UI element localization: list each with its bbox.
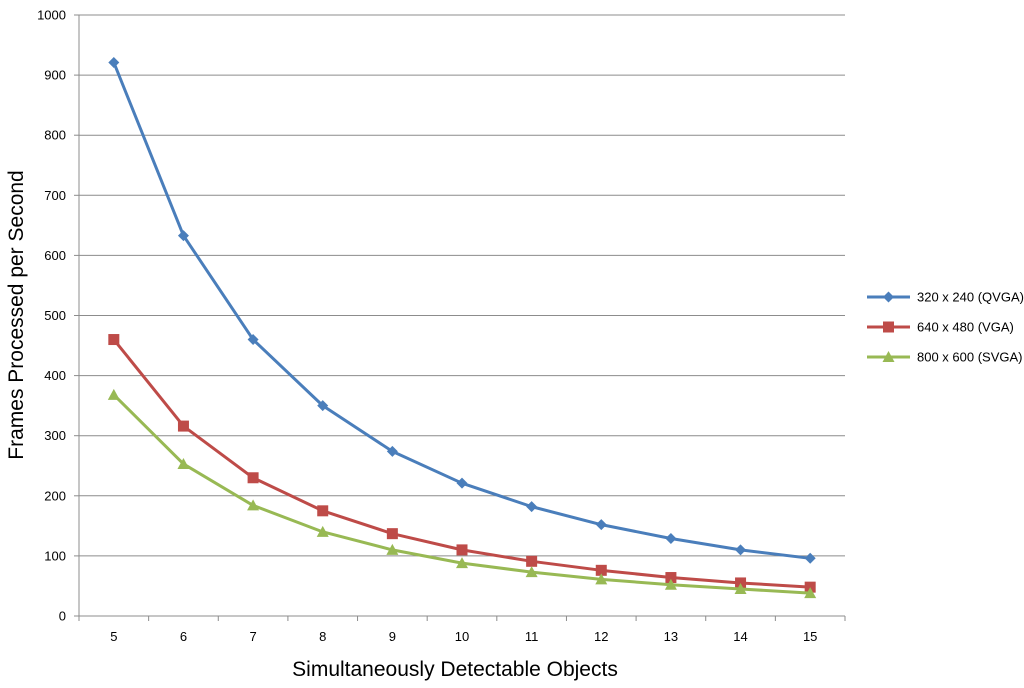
y-tick-label: 600 bbox=[44, 248, 66, 263]
data-point bbox=[456, 544, 468, 556]
x-tick-label: 13 bbox=[664, 629, 678, 644]
axes bbox=[74, 14, 846, 621]
data-point bbox=[665, 572, 677, 584]
gridlines bbox=[79, 14, 845, 557]
data-point bbox=[108, 334, 120, 346]
data-point bbox=[595, 564, 607, 576]
legend-marker bbox=[883, 321, 894, 333]
data-point bbox=[247, 472, 259, 484]
y-tick-label: 400 bbox=[44, 368, 66, 383]
x-tick-label: 9 bbox=[389, 629, 396, 644]
legend: 320 x 240 (QVGA) 640 x 480 (VGA) 800 x 600… bbox=[867, 290, 1024, 365]
data-point bbox=[735, 544, 747, 556]
data-point bbox=[525, 566, 538, 578]
y-tick-label: 900 bbox=[44, 68, 66, 83]
data-point bbox=[734, 582, 747, 594]
data-point bbox=[664, 578, 677, 590]
data-point bbox=[386, 528, 398, 540]
x-axis-title: Simultaneously Detectable Objects bbox=[292, 658, 618, 681]
y-axis-title: Frames Processed per Second bbox=[5, 170, 28, 459]
data-point bbox=[247, 334, 259, 346]
data-point bbox=[386, 543, 399, 555]
data-point bbox=[316, 525, 329, 537]
data-point bbox=[735, 577, 747, 589]
data-point bbox=[177, 230, 189, 242]
y-tick-label: 200 bbox=[44, 488, 66, 503]
legend-label: 320 x 240 (QVGA) bbox=[917, 290, 1024, 305]
y-tick-label: 800 bbox=[44, 128, 66, 143]
data-point bbox=[804, 581, 816, 593]
data-point bbox=[108, 56, 120, 68]
y-tick-label: 1000 bbox=[37, 8, 66, 23]
data-point bbox=[456, 477, 468, 489]
y-tick-label: 700 bbox=[44, 188, 66, 203]
x-tick-label: 6 bbox=[180, 629, 187, 644]
x-tick-label: 11 bbox=[525, 629, 539, 644]
y-tick-label: 500 bbox=[44, 308, 66, 323]
series-2 bbox=[108, 334, 816, 593]
data-point bbox=[526, 501, 538, 513]
data-point bbox=[317, 505, 329, 517]
y-tick-label: 300 bbox=[44, 428, 66, 443]
data-point bbox=[386, 445, 398, 457]
x-tick-label: 5 bbox=[110, 629, 117, 644]
data-point bbox=[595, 573, 608, 585]
data-point bbox=[107, 388, 120, 400]
data-point bbox=[177, 420, 189, 432]
data-point bbox=[595, 519, 607, 531]
x-tick-label: 10 bbox=[455, 629, 469, 644]
data-point bbox=[247, 499, 260, 511]
data-point bbox=[804, 552, 816, 564]
legend-marker bbox=[882, 351, 895, 362]
series-1 bbox=[108, 56, 816, 564]
data-point bbox=[526, 555, 538, 567]
series-layer bbox=[107, 56, 817, 599]
legend-label: 640 x 480 (VGA) bbox=[917, 320, 1014, 335]
legend-marker bbox=[883, 291, 894, 303]
legend-item: 320 x 240 (QVGA) bbox=[867, 290, 1024, 305]
data-point bbox=[177, 457, 190, 469]
x-axis-tick-labels: 5 6 7 8 9 10 11 12 13 14 15 bbox=[110, 629, 817, 644]
y-axis-tick-labels: 0 100 200 300 400 500 600 700 800 900 1000 bbox=[37, 8, 66, 624]
legend-item: 640 x 480 (VGA) bbox=[867, 320, 1014, 335]
x-tick-label: 14 bbox=[733, 629, 747, 644]
y-tick-label: 0 bbox=[59, 609, 66, 624]
x-tick-label: 12 bbox=[594, 629, 608, 644]
legend-label: 800 x 600 (SVGA) bbox=[917, 350, 1023, 365]
data-point bbox=[456, 557, 468, 569]
y-tick-label: 100 bbox=[44, 548, 66, 563]
data-point bbox=[804, 587, 817, 599]
legend-item: 800 x 600 (SVGA) bbox=[867, 350, 1023, 365]
x-tick-label: 8 bbox=[319, 629, 326, 644]
x-tick-label: 7 bbox=[249, 629, 256, 644]
data-point bbox=[665, 532, 677, 544]
data-point bbox=[317, 400, 329, 412]
x-tick-label: 15 bbox=[803, 629, 817, 644]
series-3 bbox=[107, 388, 817, 599]
